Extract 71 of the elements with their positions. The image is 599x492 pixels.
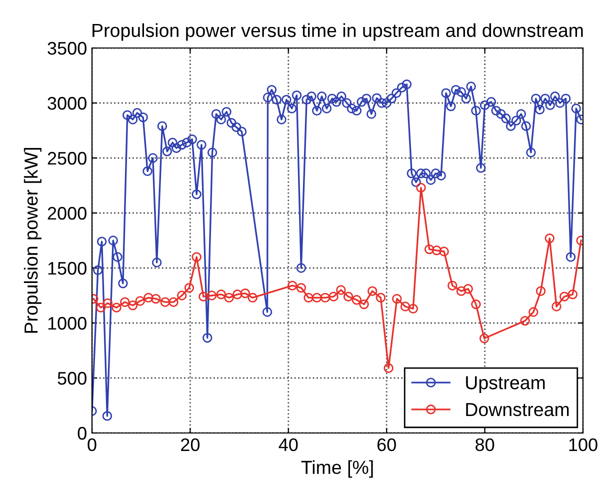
point: [96, 302, 106, 312]
point: [232, 290, 242, 300]
point: [144, 292, 154, 303]
y-tick-label: 3000: [48, 96, 86, 110]
point: [160, 297, 170, 307]
legend-label: Upstream: [466, 376, 545, 394]
point: [206, 290, 217, 300]
point: [463, 284, 473, 294]
point: [432, 246, 442, 256]
y-tick-label: 2500: [48, 152, 86, 165]
point: [408, 304, 418, 314]
point: [168, 297, 178, 307]
point: [296, 282, 306, 293]
point: [448, 280, 458, 290]
point: [198, 292, 208, 302]
y-tick-label: 1500: [48, 262, 86, 275]
point: [400, 302, 410, 312]
point: [528, 307, 538, 317]
point: [471, 299, 481, 310]
point: [559, 292, 570, 302]
point: [336, 285, 346, 295]
point: [439, 246, 449, 256]
point: [304, 292, 314, 303]
point: [392, 294, 402, 304]
point: [112, 302, 122, 312]
point: [376, 292, 386, 303]
legend-label: Downstream: [466, 403, 569, 416]
point: [176, 290, 187, 300]
x-tick-label: 0: [88, 438, 96, 452]
point: [384, 363, 394, 373]
point: [102, 298, 113, 308]
y-tick-label: 1000: [48, 316, 86, 330]
point: [416, 182, 426, 193]
chart-title: Propulsion power versus time in upstream and downstream: [92, 23, 583, 41]
point: [479, 334, 490, 344]
point: [320, 292, 330, 303]
point: [184, 282, 194, 293]
point: [368, 286, 378, 296]
point: [287, 280, 298, 290]
point: [312, 292, 322, 303]
y-tick-label: 3500: [48, 42, 86, 55]
point: [135, 296, 145, 306]
point: [424, 244, 434, 254]
point: [552, 302, 562, 312]
point: [192, 252, 202, 262]
x-tick-label: 80: [476, 438, 494, 452]
point: [120, 297, 130, 307]
y-tick-label: 500: [58, 372, 86, 385]
point: [240, 288, 250, 298]
x-tick-label: 20: [181, 438, 200, 452]
point: [248, 292, 258, 303]
point: [150, 294, 161, 304]
y-tick-label: 2000: [48, 206, 86, 220]
x-tick-label: 60: [377, 438, 396, 452]
point: [224, 292, 234, 303]
point: [128, 300, 138, 310]
point: [536, 286, 546, 296]
point: [520, 316, 530, 326]
y-tick-label: 0: [78, 426, 86, 440]
point: [359, 299, 369, 310]
point: [216, 290, 226, 300]
y-axis-title: Propulsion power [kW]: [24, 148, 42, 333]
x-axis-title: Time [%]: [301, 460, 373, 478]
point: [568, 290, 578, 300]
point: [544, 233, 554, 244]
x-tick-label: 40: [278, 438, 298, 452]
point: [352, 295, 362, 305]
point: [456, 286, 466, 296]
x-tick-label: 100: [569, 438, 598, 452]
point: [328, 292, 338, 302]
point: [343, 292, 354, 302]
